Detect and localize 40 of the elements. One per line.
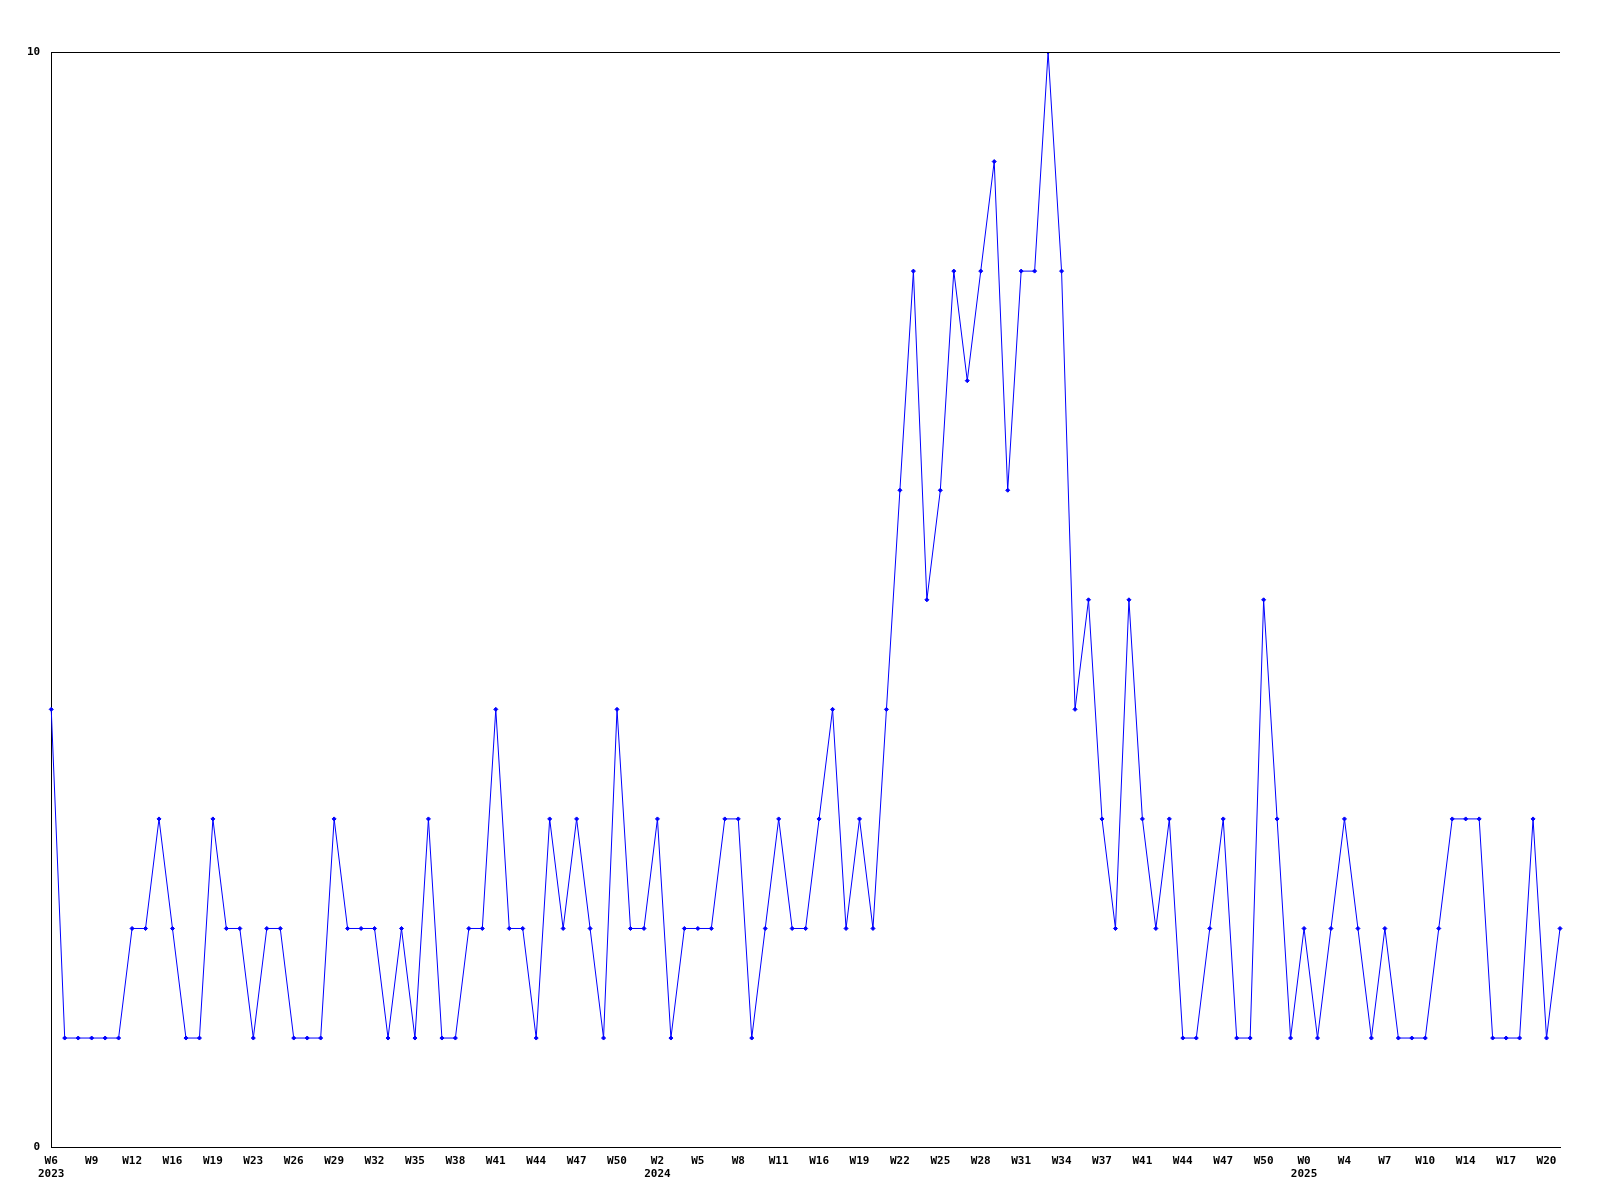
x-tick-label: W19 — [849, 1154, 870, 1168]
x-tick-label: W44 — [526, 1154, 547, 1168]
x-tick-label: W47 — [1213, 1154, 1234, 1168]
x-tick-label: W28 — [970, 1154, 991, 1168]
x-tick-label: W19 — [202, 1154, 223, 1168]
x-tick-label: W12 — [122, 1154, 143, 1168]
x-tick-label: W10 — [1415, 1154, 1436, 1168]
x-tick-label: W7 — [1378, 1154, 1392, 1168]
x-tick-label: W2 2024 — [644, 1154, 672, 1181]
x-tick-label: W23 — [243, 1154, 264, 1168]
x-tick-label: W16 — [162, 1154, 183, 1168]
x-tick-label: W41 — [1132, 1154, 1153, 1168]
x-tick-label: W31 — [1011, 1154, 1032, 1168]
x-tick-label: W26 — [283, 1154, 305, 1168]
x-tick-label: W22 — [889, 1154, 910, 1168]
x-tick-label: W4 — [1337, 1154, 1352, 1168]
y-tick-label: 10 — [27, 44, 41, 58]
x-tick-label: W35 — [405, 1154, 425, 1168]
x-tick-label: W17 — [1496, 1154, 1517, 1168]
x-tick-label: W9 — [85, 1154, 99, 1168]
y-tick-label: 0 — [33, 1140, 41, 1154]
x-tick-label: W25 — [930, 1154, 951, 1168]
x-tick-label: W37 — [1092, 1154, 1112, 1168]
x-tick-label: W47 — [566, 1154, 587, 1168]
x-tick-label: W0 2025 — [1290, 1154, 1318, 1181]
x-tick-label: W38 — [445, 1154, 466, 1168]
x-tick-label: W29 — [324, 1154, 345, 1168]
x-tick-label: W5 — [691, 1154, 705, 1168]
x-tick-label: W20 — [1536, 1154, 1557, 1168]
x-tick-label: W41 — [485, 1154, 507, 1168]
x-tick-label: W6 2023 — [38, 1154, 65, 1181]
x-tick-label: W14 — [1455, 1154, 1477, 1168]
x-tick-label: W34 — [1051, 1154, 1072, 1168]
x-tick-label: W50 — [1253, 1154, 1274, 1168]
x-tick-label: W44 — [1172, 1154, 1194, 1168]
x-tick-label: W11 — [768, 1154, 789, 1168]
x-tick-label: W50 — [607, 1154, 627, 1168]
x-tick-label: W16 — [809, 1154, 830, 1168]
x-tick-label: W8 — [731, 1154, 745, 1168]
x-tick-label: W32 — [364, 1154, 385, 1168]
